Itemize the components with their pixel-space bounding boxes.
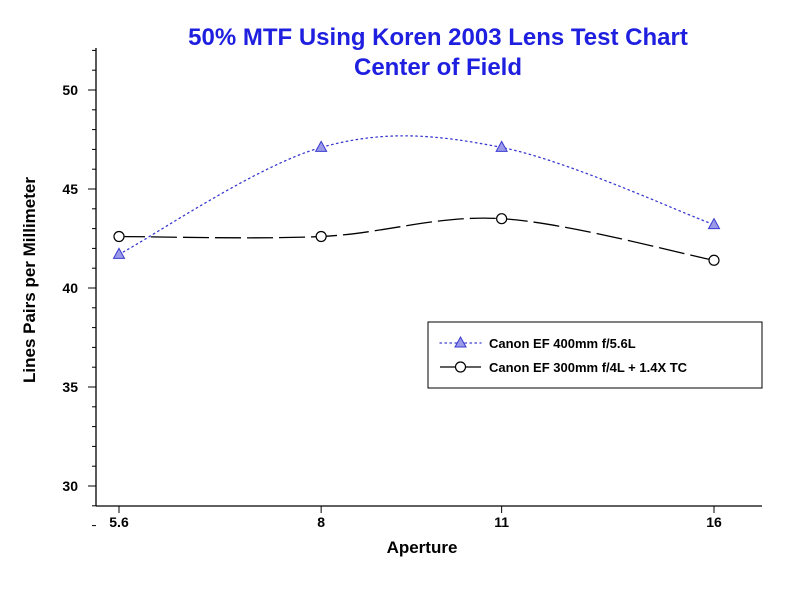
chart-subtitle: Center of Field	[354, 54, 522, 81]
data-point-circle	[113, 230, 125, 243]
y-ticks: 30 35 40 45 50	[62, 49, 96, 527]
data-point-triangle	[112, 247, 126, 259]
legend: Canon EF 400mm f/5.6L Canon EF 300mm f/4…	[427, 321, 763, 389]
series-line-1	[118, 217, 715, 261]
data-point-triangle	[314, 140, 328, 152]
data-point-circle	[496, 213, 508, 225]
x-tick-label: 16	[706, 514, 722, 530]
x-tick-label: 5.6	[109, 514, 129, 530]
y-tick-label: 50	[62, 82, 78, 98]
legend-label-400mm: Canon EF 400mm f/5.6L	[489, 336, 636, 351]
y-axis-label: Lines Pairs per Millimeter	[20, 177, 39, 383]
y-tick-label: 45	[62, 181, 78, 197]
series-line-0	[118, 135, 715, 255]
x-tick-label: 11	[494, 514, 509, 530]
legend-marker-300mm	[454, 361, 467, 373]
data-point-triangle	[707, 217, 721, 230]
legend-box	[427, 321, 763, 389]
y-tick-label: 30	[62, 478, 78, 494]
data-point-triangle	[495, 140, 508, 152]
y-tick-label: 35	[62, 379, 78, 395]
x-ticks: 5.6 8 11 16	[109, 506, 722, 530]
y-tick-label: 40	[62, 280, 78, 296]
chart-title: 50% MTF Using Koren 2003 Lens Test Chart	[188, 24, 688, 51]
x-tick-label: 8	[317, 514, 325, 530]
x-axis-label: Aperture	[387, 538, 458, 557]
data-point-circle	[315, 230, 327, 243]
series-layer	[112, 135, 721, 266]
legend-marker-400mm	[454, 335, 467, 348]
legend-label-300mm: Canon EF 300mm f/4L + 1.4X TC	[489, 360, 688, 375]
data-point-circle	[708, 254, 720, 266]
